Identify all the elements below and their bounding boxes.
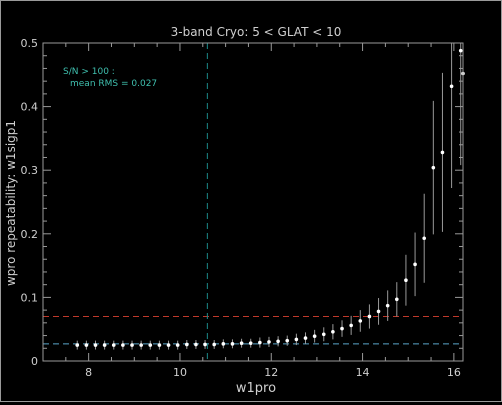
data-point <box>139 343 143 347</box>
x-tick-label: 16 <box>447 366 461 379</box>
data-point <box>395 297 399 302</box>
data-point <box>285 338 290 343</box>
data-point <box>349 323 353 328</box>
data-point <box>121 343 125 347</box>
data-point <box>258 340 262 345</box>
data-point <box>440 150 445 155</box>
data-point <box>276 339 280 344</box>
data-point <box>422 236 426 241</box>
data-point <box>331 329 335 334</box>
y-axis-label: wpro repeatability: w1sigp1 <box>4 120 18 286</box>
reference-lines <box>43 43 463 361</box>
data-point <box>376 309 381 314</box>
data-point <box>413 262 417 267</box>
data-point <box>303 336 308 340</box>
data-point <box>294 337 299 342</box>
data-point <box>221 342 226 346</box>
data-point <box>203 342 207 347</box>
y-tick-label: 0.5 <box>21 37 39 50</box>
data-point <box>148 343 153 347</box>
x-tick-label: 8 <box>85 366 92 379</box>
axis-ticks: 8 10 12 14 16 0 0.1 0.2 0.3 0.4 0.5 <box>21 37 463 379</box>
y-tick-label: 0.4 <box>21 101 39 114</box>
data-point <box>404 278 408 283</box>
x-tick-label: 12 <box>264 366 278 379</box>
data-point <box>431 165 436 170</box>
data-point <box>248 341 253 345</box>
y-tick-label: 0.3 <box>21 164 39 177</box>
data-point <box>230 342 235 346</box>
data-point <box>340 326 344 331</box>
data-point <box>312 334 317 338</box>
chart-title: 3-band Cryo: 5 < GLAT < 10 <box>171 25 342 39</box>
data-point <box>84 343 89 347</box>
y-tick-label: 0.2 <box>21 228 39 241</box>
y-tick-label: 0 <box>31 355 38 368</box>
annotation-line-2: mean RMS = 0.027 <box>70 79 157 89</box>
y-tick-label: 0.1 <box>21 291 39 304</box>
x-axis-label: w1pro <box>236 381 276 396</box>
data-point <box>75 343 80 347</box>
data-point <box>212 342 216 347</box>
data-point <box>157 343 162 347</box>
data-point <box>239 341 244 345</box>
data-point <box>449 84 454 89</box>
x-tick-label: 10 <box>173 366 187 379</box>
data-point <box>166 343 171 347</box>
data-point <box>267 340 271 344</box>
plot-frame-box <box>42 42 464 362</box>
data-point <box>175 343 180 347</box>
data-point <box>358 319 363 323</box>
data-point <box>185 342 189 347</box>
data-point <box>102 343 107 347</box>
data-point <box>458 48 463 53</box>
data-point <box>111 343 116 347</box>
data-point <box>367 314 372 319</box>
data-point <box>321 332 326 337</box>
plot-frame <box>42 42 464 362</box>
data-point <box>194 342 198 347</box>
x-tick-label: 14 <box>356 366 370 379</box>
data-point <box>93 343 98 347</box>
data-point <box>130 343 134 347</box>
data-points <box>75 48 465 347</box>
data-point <box>385 303 390 308</box>
annotation-line-1: S/N > 100 : <box>63 67 115 77</box>
